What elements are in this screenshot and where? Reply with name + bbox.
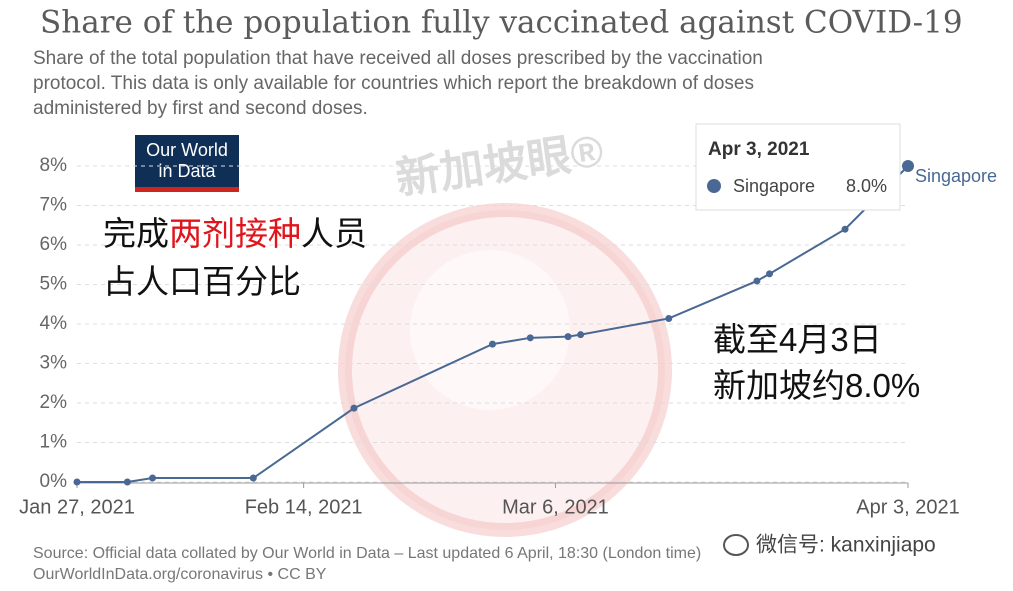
data-point	[489, 340, 496, 348]
annotations: 完成两剂接种人员 占人口百分比 截至4月3日 新加坡约8.0%	[103, 215, 920, 404]
series-label: Singapore	[915, 166, 997, 186]
annotation-part: 占人口百分比	[103, 263, 301, 300]
wechat-icon	[723, 534, 749, 556]
logo: Our World in Data	[135, 135, 239, 192]
annotation: 新加坡约8.0%	[713, 367, 920, 404]
annotation-part: 人员	[301, 215, 367, 252]
annotation-part: 完成	[103, 215, 169, 252]
y-tick-label: 1%	[40, 432, 68, 453]
watermark-inner	[410, 250, 570, 410]
y-tick-label: 2%	[40, 392, 68, 413]
annotation-part: 新加坡约8.0%	[713, 367, 920, 404]
plot: 0% 1% 2% 3% 4% 5% 6% 7% 8% Jan 27, 2021 Feb 14, 20…	[19, 155, 997, 518]
data-point	[841, 225, 849, 233]
logo-text: in Data	[158, 161, 216, 181]
data-point	[73, 478, 81, 486]
source-line: OurWorldInData.org/coronavirus • CC BY	[33, 566, 327, 583]
annotation: 占人口百分比	[103, 263, 301, 300]
subtitle: Share of the total population that have …	[33, 48, 763, 119]
y-tick-label: 3%	[40, 353, 68, 374]
handle-text: 微信号: kanxinjiapo	[756, 534, 936, 557]
tooltip-swatch	[707, 179, 721, 193]
y-tick-label: 5%	[40, 274, 68, 295]
tooltip-box	[695, 123, 901, 211]
y-tick-label: 0%	[40, 471, 68, 492]
data-point	[149, 474, 157, 482]
tooltip-label: Singapore	[733, 176, 815, 196]
logo-text: Our World	[146, 140, 228, 160]
data-point	[526, 334, 534, 342]
data-point	[665, 314, 673, 322]
subtitle-line: protocol. This data is only available fo…	[33, 73, 754, 94]
tooltip-title: Apr 3, 2021	[708, 139, 810, 160]
data-point	[902, 160, 914, 172]
data-point	[577, 331, 585, 339]
x-tick-label: Mar 6, 2021	[502, 496, 609, 518]
y-tick-label: 7%	[40, 195, 68, 216]
logo-box	[135, 135, 239, 192]
source: Source: Official data collated by Our Wo…	[33, 545, 701, 583]
data-point	[249, 474, 257, 482]
tooltip-value: 8.0%	[846, 176, 887, 196]
wechat-handle: 微信号: kanxinjiapo	[723, 534, 936, 557]
annotation-part: 截至4月3日	[713, 321, 882, 358]
x-tick-label: Feb 14, 2021	[245, 496, 363, 518]
data-point	[123, 478, 131, 486]
y-tick-label: 6%	[40, 234, 68, 255]
source-line: Source: Official data collated by Our Wo…	[33, 545, 701, 562]
data-point	[350, 404, 358, 412]
data-point	[753, 277, 761, 285]
data-point	[564, 333, 572, 341]
annotation: 截至4月3日	[713, 321, 882, 358]
x-tick-label: Apr 3, 2021	[856, 496, 959, 518]
subtitle-line: Share of the total population that have …	[33, 48, 763, 69]
data-point	[766, 270, 773, 278]
subtitle-line: administered by first and second doses.	[33, 98, 368, 119]
chart-title: Share of the population fully vaccinated…	[40, 5, 963, 41]
y-tick-label: 4%	[40, 313, 68, 334]
logo-stripe	[135, 187, 239, 192]
tooltip: Apr 3, 2021 Singapore 8.0%	[695, 123, 901, 211]
x-tick-label: Jan 27, 2021	[19, 496, 135, 518]
annotation-highlight: 两剂接种	[169, 215, 301, 252]
y-tick-label: 8%	[40, 155, 68, 176]
annotation: 完成两剂接种人员	[103, 215, 367, 252]
